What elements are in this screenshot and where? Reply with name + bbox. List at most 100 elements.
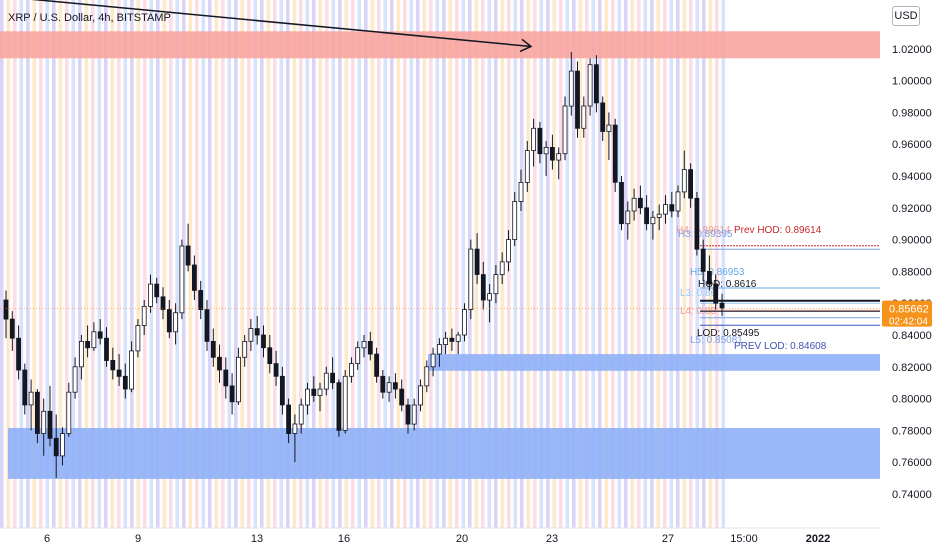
session-stripe [520, 0, 524, 528]
session-stripe [84, 0, 89, 528]
level-label-l5: L5: 0.85081 [690, 335, 743, 346]
session-stripe [708, 0, 713, 528]
session-stripe [637, 0, 641, 528]
candle-down [550, 146, 555, 161]
session-stripe [461, 0, 466, 528]
session-stripe [208, 0, 212, 528]
candle-up [656, 213, 662, 218]
candle-down [619, 181, 624, 225]
time-tick-label: 20 [456, 533, 468, 545]
session-stripe [331, 0, 336, 528]
candle-down [537, 127, 543, 155]
session-stripe [383, 0, 388, 528]
session-stripe [195, 0, 199, 528]
session-stripe [357, 0, 362, 528]
candle-up [41, 410, 47, 434]
candle-up [631, 197, 637, 212]
session-stripe [429, 0, 433, 528]
candle-up [424, 366, 430, 387]
session-stripe [591, 0, 596, 528]
candle-down [474, 248, 480, 275]
candle-up [72, 366, 78, 393]
session-stripe [559, 0, 563, 528]
price-axis[interactable]: 1.02000 1.00000 0.98000 0.96000 0.94000 0.920… [892, 44, 932, 501]
candle-up [436, 344, 442, 355]
level-label-l3: L3: 0.86 [680, 288, 717, 299]
session-stripe [201, 0, 206, 528]
session-stripe [396, 0, 401, 528]
candle-down [707, 270, 712, 285]
level-label-h3: H3: 0.89395 [678, 229, 733, 240]
candle-up [129, 350, 135, 390]
session-stripe [214, 0, 219, 528]
time-tick-label: 27 [662, 533, 674, 545]
session-stripe [130, 0, 134, 528]
candle-down [204, 309, 210, 342]
candle-up [79, 340, 84, 368]
session-stripe [312, 0, 316, 528]
candle-down [110, 359, 116, 371]
candle-down [223, 369, 229, 387]
trend-line[interactable] [0, 0, 531, 48]
session-stripe [279, 0, 284, 528]
session-stripe [624, 0, 628, 528]
session-stripe [656, 0, 661, 528]
session-stripe [240, 0, 245, 528]
session-stripe [13, 0, 17, 528]
candle-up [524, 150, 530, 183]
candle-down [279, 375, 285, 406]
candle-down [399, 388, 405, 406]
candle-down [700, 248, 706, 272]
candle-up [556, 153, 562, 161]
session-stripe [604, 0, 609, 528]
session-stripe [299, 0, 303, 528]
candle-up [298, 404, 304, 425]
level-label-h5: H5: 0.86953 [690, 267, 745, 278]
price-zones [0, 31, 880, 479]
candle-down [594, 64, 599, 104]
session-stripe [669, 0, 674, 528]
session-stripe [435, 0, 440, 528]
session-stripe [364, 0, 368, 528]
candle-down [166, 309, 172, 333]
time-tick-label: 6 [44, 533, 50, 545]
candle-down [612, 124, 618, 183]
candle-up [543, 146, 549, 155]
time-tick-label: 9 [135, 533, 141, 545]
session-stripe [630, 0, 635, 528]
candle-up [531, 127, 536, 152]
session-stripe [409, 0, 414, 528]
trend-line-group[interactable] [0, 0, 533, 53]
candle-up [348, 363, 354, 377]
session-stripe [416, 0, 420, 528]
demand-zone-upper [428, 354, 880, 371]
candle-down [267, 347, 273, 365]
session-stripe [45, 0, 50, 528]
candle-down [286, 404, 292, 435]
session-stripe [565, 0, 570, 528]
candle-up [28, 391, 34, 406]
time-axis[interactable]: 6 9 13 16 20 23 27 15:00 2022 [44, 533, 830, 545]
candle-down [688, 169, 693, 199]
level-label-l4: L4: 0.85 [680, 306, 717, 317]
session-stripe [448, 0, 453, 528]
session-stripe [162, 0, 167, 528]
session-stripe [78, 0, 82, 528]
candle-up [506, 239, 511, 263]
session-stripe [572, 0, 576, 528]
candle-up [355, 347, 361, 365]
session-stripe [338, 0, 342, 528]
session-stripe [318, 0, 323, 528]
session-stripe [156, 0, 160, 528]
candles [3, 52, 725, 479]
candle-up [443, 337, 449, 346]
level-label-prev-lod: PREV LOD: 0.84608 [734, 341, 827, 352]
currency-button[interactable]: USD [892, 6, 920, 26]
candle-down [336, 382, 342, 431]
session-stripe [533, 0, 537, 528]
session-stripe [721, 0, 726, 528]
session-stripe [253, 0, 258, 528]
